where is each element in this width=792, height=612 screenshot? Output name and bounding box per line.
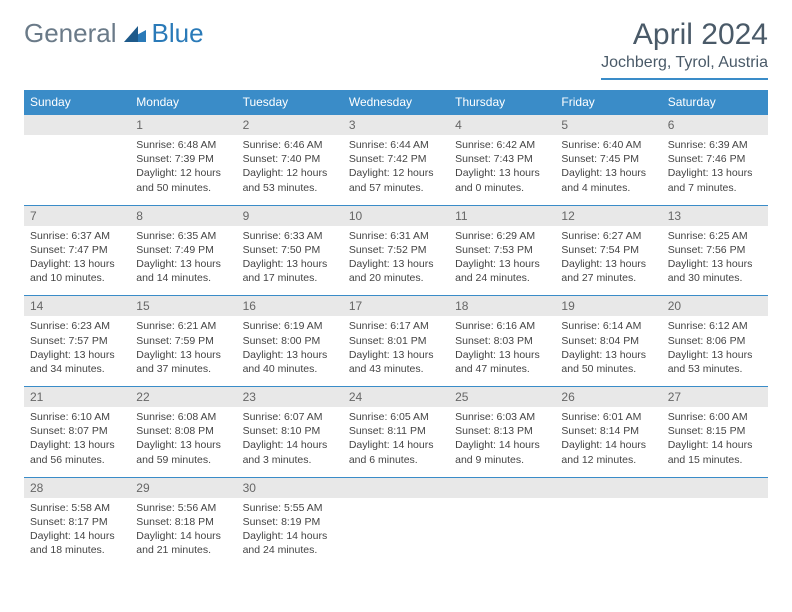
day-cell	[24, 135, 130, 205]
day-number: 20	[662, 296, 768, 317]
day-content-row: Sunrise: 6:23 AM Sunset: 7:57 PM Dayligh…	[24, 316, 768, 386]
day-number: 6	[662, 115, 768, 136]
day-cell: Sunrise: 6:35 AM Sunset: 7:49 PM Dayligh…	[130, 226, 236, 296]
location-text: Jochberg, Tyrol, Austria	[601, 54, 768, 80]
dayname: Wednesday	[343, 90, 449, 115]
day-cell: Sunrise: 6:17 AM Sunset: 8:01 PM Dayligh…	[343, 316, 449, 386]
day-content-row: Sunrise: 6:37 AM Sunset: 7:47 PM Dayligh…	[24, 226, 768, 296]
day-number: 15	[130, 296, 236, 317]
day-cell: Sunrise: 6:31 AM Sunset: 7:52 PM Dayligh…	[343, 226, 449, 296]
day-number: 18	[449, 296, 555, 317]
logo-text-blue: Blue	[152, 18, 204, 49]
day-cell: Sunrise: 6:08 AM Sunset: 8:08 PM Dayligh…	[130, 407, 236, 477]
daynum-row: 123456	[24, 115, 768, 136]
day-cell: Sunrise: 6:14 AM Sunset: 8:04 PM Dayligh…	[555, 316, 661, 386]
day-number	[449, 477, 555, 498]
day-number: 16	[237, 296, 343, 317]
day-number: 4	[449, 115, 555, 136]
day-number	[662, 477, 768, 498]
day-number: 8	[130, 205, 236, 226]
day-cell	[662, 498, 768, 568]
day-number: 10	[343, 205, 449, 226]
day-cell: Sunrise: 6:01 AM Sunset: 8:14 PM Dayligh…	[555, 407, 661, 477]
day-cell: Sunrise: 5:55 AM Sunset: 8:19 PM Dayligh…	[237, 498, 343, 568]
dayname: Sunday	[24, 90, 130, 115]
day-cell: Sunrise: 6:23 AM Sunset: 7:57 PM Dayligh…	[24, 316, 130, 386]
day-number: 24	[343, 387, 449, 408]
daynum-row: 78910111213	[24, 205, 768, 226]
daynum-row: 282930	[24, 477, 768, 498]
day-number	[555, 477, 661, 498]
title-block: April 2024 Jochberg, Tyrol, Austria	[601, 18, 768, 80]
day-cell: Sunrise: 6:16 AM Sunset: 8:03 PM Dayligh…	[449, 316, 555, 386]
day-number: 22	[130, 387, 236, 408]
day-cell: Sunrise: 6:27 AM Sunset: 7:54 PM Dayligh…	[555, 226, 661, 296]
logo-text-general: General	[24, 18, 117, 49]
day-cell: Sunrise: 6:25 AM Sunset: 7:56 PM Dayligh…	[662, 226, 768, 296]
day-cell: Sunrise: 6:44 AM Sunset: 7:42 PM Dayligh…	[343, 135, 449, 205]
day-cell: Sunrise: 6:07 AM Sunset: 8:10 PM Dayligh…	[237, 407, 343, 477]
day-cell: Sunrise: 6:42 AM Sunset: 7:43 PM Dayligh…	[449, 135, 555, 205]
day-cell: Sunrise: 6:12 AM Sunset: 8:06 PM Dayligh…	[662, 316, 768, 386]
day-number	[24, 115, 130, 136]
day-content-row: Sunrise: 5:58 AM Sunset: 8:17 PM Dayligh…	[24, 498, 768, 568]
day-content-row: Sunrise: 6:48 AM Sunset: 7:39 PM Dayligh…	[24, 135, 768, 205]
day-cell: Sunrise: 6:00 AM Sunset: 8:15 PM Dayligh…	[662, 407, 768, 477]
day-number: 25	[449, 387, 555, 408]
dayname: Saturday	[662, 90, 768, 115]
day-number: 1	[130, 115, 236, 136]
day-cell: Sunrise: 5:56 AM Sunset: 8:18 PM Dayligh…	[130, 498, 236, 568]
day-number: 19	[555, 296, 661, 317]
day-cell: Sunrise: 6:05 AM Sunset: 8:11 PM Dayligh…	[343, 407, 449, 477]
day-cell: Sunrise: 6:10 AM Sunset: 8:07 PM Dayligh…	[24, 407, 130, 477]
day-number: 12	[555, 205, 661, 226]
day-cell: Sunrise: 6:46 AM Sunset: 7:40 PM Dayligh…	[237, 135, 343, 205]
day-cell: Sunrise: 6:29 AM Sunset: 7:53 PM Dayligh…	[449, 226, 555, 296]
day-cell: Sunrise: 6:19 AM Sunset: 8:00 PM Dayligh…	[237, 316, 343, 386]
day-cell: Sunrise: 6:39 AM Sunset: 7:46 PM Dayligh…	[662, 135, 768, 205]
day-number: 3	[343, 115, 449, 136]
day-cell: Sunrise: 6:37 AM Sunset: 7:47 PM Dayligh…	[24, 226, 130, 296]
dayname: Friday	[555, 90, 661, 115]
day-number: 7	[24, 205, 130, 226]
day-number: 5	[555, 115, 661, 136]
day-number: 9	[237, 205, 343, 226]
calendar-table: Sunday Monday Tuesday Wednesday Thursday…	[24, 90, 768, 567]
logo-mark-icon	[124, 18, 146, 49]
day-number: 27	[662, 387, 768, 408]
day-cell: Sunrise: 5:58 AM Sunset: 8:17 PM Dayligh…	[24, 498, 130, 568]
dayname: Thursday	[449, 90, 555, 115]
day-cell	[449, 498, 555, 568]
day-content-row: Sunrise: 6:10 AM Sunset: 8:07 PM Dayligh…	[24, 407, 768, 477]
month-title: April 2024	[601, 18, 768, 52]
day-number: 13	[662, 205, 768, 226]
daynum-row: 21222324252627	[24, 387, 768, 408]
day-number	[343, 477, 449, 498]
day-number: 23	[237, 387, 343, 408]
day-cell: Sunrise: 6:21 AM Sunset: 7:59 PM Dayligh…	[130, 316, 236, 386]
daynum-row: 14151617181920	[24, 296, 768, 317]
day-number: 26	[555, 387, 661, 408]
day-number: 11	[449, 205, 555, 226]
day-number: 29	[130, 477, 236, 498]
day-number: 14	[24, 296, 130, 317]
day-number: 2	[237, 115, 343, 136]
day-number: 21	[24, 387, 130, 408]
header: General Blue April 2024 Jochberg, Tyrol,…	[24, 18, 768, 80]
logo: General Blue	[24, 18, 204, 49]
day-cell: Sunrise: 6:33 AM Sunset: 7:50 PM Dayligh…	[237, 226, 343, 296]
day-number: 28	[24, 477, 130, 498]
day-number: 30	[237, 477, 343, 498]
day-cell: Sunrise: 6:03 AM Sunset: 8:13 PM Dayligh…	[449, 407, 555, 477]
day-cell	[343, 498, 449, 568]
day-cell	[555, 498, 661, 568]
day-cell: Sunrise: 6:40 AM Sunset: 7:45 PM Dayligh…	[555, 135, 661, 205]
dayname-row: Sunday Monday Tuesday Wednesday Thursday…	[24, 90, 768, 115]
dayname: Monday	[130, 90, 236, 115]
dayname: Tuesday	[237, 90, 343, 115]
day-cell: Sunrise: 6:48 AM Sunset: 7:39 PM Dayligh…	[130, 135, 236, 205]
day-number: 17	[343, 296, 449, 317]
